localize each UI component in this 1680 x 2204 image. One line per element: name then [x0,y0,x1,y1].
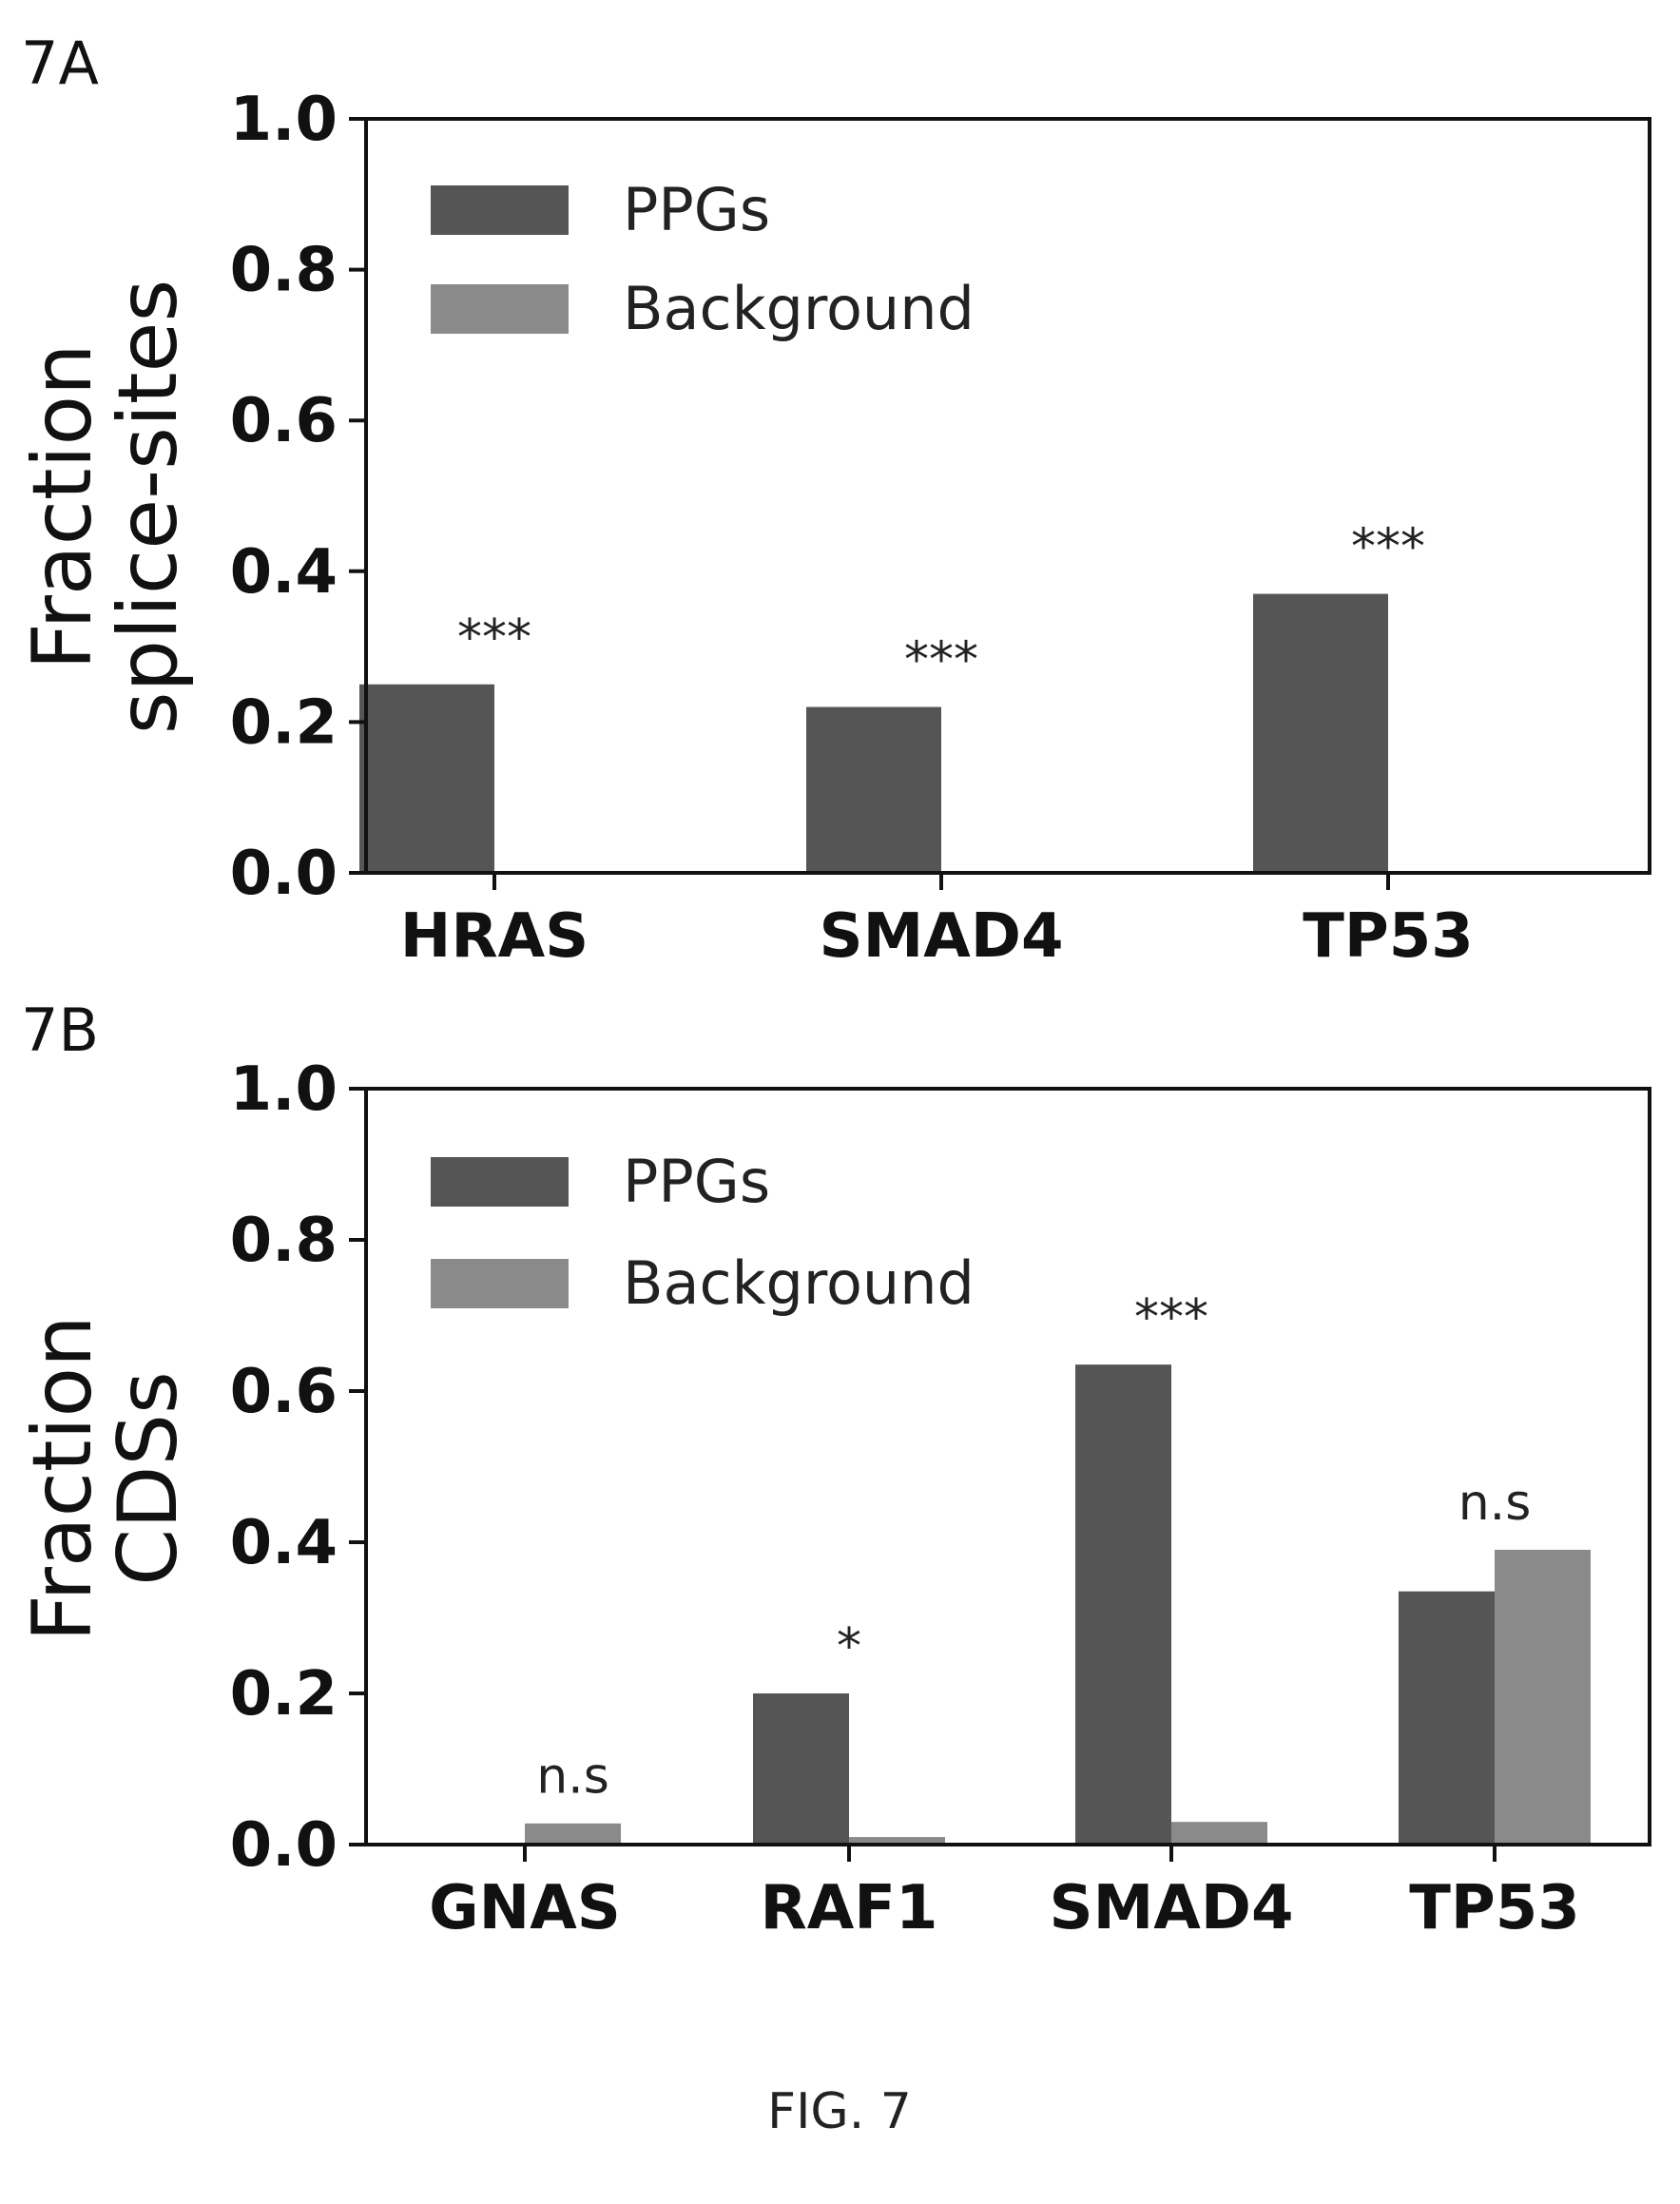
y-ticks-7b: 0.0 0.2 0.4 0.6 0.8 1.0 [230,1054,366,1881]
bar-ppgs-smad4 [806,706,941,873]
y-tick-label: 0.6 [230,386,338,456]
x-tick-label-gnas: GNAS [429,1873,621,1943]
annotations-7b: n.s****n.s [536,1289,1531,1806]
significance-label-gnas: n.s [536,1749,609,1806]
panel-label-7b: 7B [21,996,99,1065]
significance-label-raf1: * [837,1618,861,1675]
y-ticks-7a: 0.0 0.2 0.4 0.6 0.8 1.0 [230,85,366,909]
legend-swatch-background-7b [431,1259,569,1308]
y-tick-label: 0.4 [230,1508,338,1578]
bar-ppgs-hras [359,684,494,873]
plot-frame-7a [364,117,1651,875]
annotations-7a: *** *** *** [457,519,1425,689]
y-axis-title-line2: splice-sites [101,280,196,735]
legend-7b: PPGs Background [431,1147,975,1318]
x-tick-label-tp53: TP53 [1409,1873,1580,1943]
significance-label-tp53: n.s [1458,1475,1532,1532]
bars-7b [525,1364,1591,1845]
bar-ppgs-smad4 [1075,1364,1171,1845]
y-tick-label: 0.8 [230,236,338,306]
x-tick-label-smad4: SMAD4 [820,901,1064,972]
y-tick-label: 0.0 [230,839,338,909]
bar-ppgs-raf1 [753,1693,849,1845]
panel-7b: 7B Fraction CDSs n.s****n.s 0.00.20.40.6… [15,996,1651,1943]
x-tick-label-hras: HRAS [400,901,589,972]
y-axis-title-7a: Fraction splice-sites [15,280,196,735]
y-tick-label: 0.4 [230,537,338,608]
y-axis-title-line1: Fraction [15,343,110,669]
legend-7a: PPGs Background [431,175,975,343]
x-tick-label-smad4: SMAD4 [1050,1873,1294,1943]
y-tick-label: 1.0 [230,85,338,155]
significance-label-hras: *** [457,609,531,667]
legend-swatch-background-7a [431,284,569,334]
bar-background-tp53 [1495,1549,1591,1845]
y-tick-label: 0.2 [230,1659,338,1730]
plot-frame-7b [364,1087,1651,1846]
bar-ppgs-tp53 [1399,1591,1495,1845]
y-tick-label: 1.0 [230,1054,338,1125]
figure-caption: FIG. 7 [767,2083,912,2140]
x-tick-labels-7a: HRAS SMAD4 TP53 [400,873,1474,972]
legend-label-background-7b: Background [623,1248,975,1318]
legend-label-ppgs-7a: PPGs [623,175,770,244]
panel-7a: 7A Fraction splice-sites *** ****** 0.00.… [15,29,1651,972]
legend-swatch-ppgs-7a [431,185,569,235]
legend-swatch-ppgs-7b [431,1157,569,1207]
significance-label-tp53: *** [1351,519,1425,576]
y-tick-label: 0.0 [230,1810,338,1881]
significance-label-smad4: *** [904,632,978,689]
bar-background-smad4 [1171,1822,1267,1845]
x-tick-label-tp53: TP53 [1303,901,1474,972]
y-axis-title-line2: CDSs [101,1371,196,1586]
y-axis-title-7b: Fraction CDSs [15,1315,196,1641]
y-tick-label: 0.6 [230,1357,338,1427]
bar-ppgs-tp53 [1253,593,1388,873]
legend-label-background-7a: Background [623,274,975,343]
x-tick-label-raf1: RAF1 [760,1873,937,1943]
panel-label-7a: 7A [21,29,99,98]
bar-background-gnas [525,1823,621,1845]
x-tick-labels-7b: GNAS RAF1 SMAD4 TP53 [429,1845,1580,1943]
legend-label-ppgs-7b: PPGs [623,1147,770,1216]
y-tick-label: 0.8 [230,1206,338,1276]
significance-label-smad4: *** [1134,1289,1208,1346]
y-tick-label: 0.2 [230,687,338,758]
y-axis-title-line1: Fraction [15,1315,110,1641]
bar-background-raf1 [849,1837,945,1845]
bars-7a [359,593,1388,873]
